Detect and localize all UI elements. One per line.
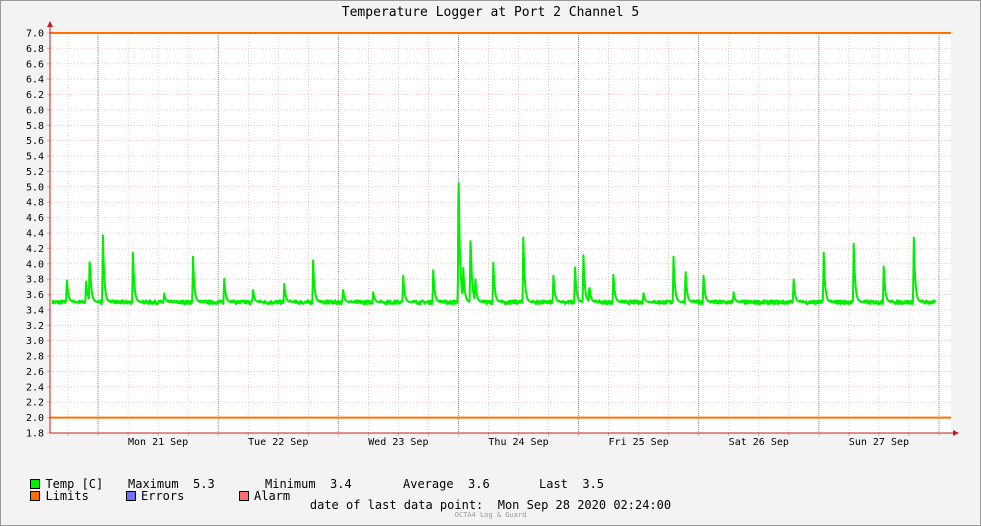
stat-average: Average 3.6 xyxy=(403,477,490,491)
x-tick-label: Sun 27 Sep xyxy=(849,437,909,448)
y-tick-label: 3.4 xyxy=(26,305,44,316)
x-tick-label: Fri 25 Sep xyxy=(609,437,669,448)
y-tick-label: 7.0 xyxy=(26,29,44,40)
y-tick-label: 5.6 xyxy=(26,136,44,147)
y-tick-label: 2.2 xyxy=(26,398,44,409)
last-data-point-value: Mon Sep 28 2020 02:24:00 xyxy=(497,498,672,512)
legend-swatch-alarm xyxy=(239,491,249,501)
y-tick-label: 3.8 xyxy=(26,275,44,286)
legend-row-temp: Temp [C] Maximum 5.3 Minimum 3.4 Average 3.… xyxy=(16,463,604,491)
legend-swatch-limits xyxy=(30,491,41,501)
y-tick-label: 6.8 xyxy=(26,44,44,55)
x-tick-label: Mon 21 Sep xyxy=(128,437,188,448)
stat-maximum-label: Maximum xyxy=(128,477,179,491)
y-tick-label: 4.2 xyxy=(26,244,44,255)
y-tick-label: 5.8 xyxy=(26,121,44,132)
brand-watermark: OCTA4 Log & Guard xyxy=(454,511,527,519)
plot-area: 7.0 6.8 6.6 6.4 6.2 6.0 5.8 5.6 5.4 5.2 5.0 4.8 4.6 4… xyxy=(26,21,959,448)
legend-alarm-label: Alarm xyxy=(254,489,291,503)
chart-title: Temperature Logger at Port 2 Channel 5 xyxy=(341,5,640,20)
y-tick-label: 4.0 xyxy=(26,259,44,270)
stat-minimum-value: 3.4 xyxy=(330,477,352,491)
y-tick-label: 5.0 xyxy=(26,182,44,193)
y-tick-label: 6.6 xyxy=(26,59,44,70)
y-tick-label: 3.2 xyxy=(26,321,44,332)
y-tick-label: 2.6 xyxy=(26,367,44,378)
stat-maximum-value: 5.3 xyxy=(193,477,215,491)
y-tick-label: 4.6 xyxy=(26,213,44,224)
stat-maximum: Maximum 5.3 xyxy=(128,477,215,491)
legend-row-status: Limits Errors Alarm xyxy=(16,475,290,503)
y-tick-label: 6.2 xyxy=(26,90,44,101)
y-tick-label: 3.0 xyxy=(26,336,44,347)
y-axis-arrow xyxy=(47,21,53,27)
x-axis-arrow xyxy=(953,430,959,436)
last-data-point-label: date of last data point: xyxy=(309,498,484,512)
stat-last-value: 3.5 xyxy=(582,477,605,491)
y-tick-label: 6.4 xyxy=(26,75,44,86)
stat-minimum-label: Minimum xyxy=(265,477,316,491)
x-tick-label: Tue 22 Sep xyxy=(248,437,308,448)
legend-alarm: Alarm xyxy=(239,489,290,503)
legend-errors: Errors xyxy=(126,489,184,503)
y-tick-label: 2.0 xyxy=(26,413,44,424)
temp-series-line xyxy=(51,182,936,306)
legend-swatch-errors xyxy=(126,491,136,501)
stat-last-label: Last xyxy=(539,477,568,491)
y-tick-label: 1.8 xyxy=(26,429,44,440)
y-tick-label: 4.8 xyxy=(26,198,44,209)
y-tick-label: 2.8 xyxy=(26,352,44,363)
y-tick-label: 5.2 xyxy=(26,167,44,178)
stat-last: Last 3.5 xyxy=(539,477,604,491)
stat-average-label: Average xyxy=(403,477,454,491)
y-tick-label: 6.0 xyxy=(26,105,44,116)
legend-limits: Limits xyxy=(30,489,89,503)
legend-temp-label: Temp [C] xyxy=(45,477,104,491)
y-tick-label: 2.4 xyxy=(26,382,44,393)
x-tick-label: Thu 24 Sep xyxy=(488,437,548,448)
legend-swatch-temp xyxy=(30,479,41,489)
stat-average-value: 3.6 xyxy=(468,477,490,491)
x-tick-label: Sat 26 Sep xyxy=(729,437,789,448)
stat-minimum: Minimum 3.4 xyxy=(265,477,352,491)
legend-temp: Temp [C] xyxy=(30,477,103,491)
x-tick-label: Wed 23 Sep xyxy=(368,437,428,448)
y-tick-label: 4.4 xyxy=(26,229,44,240)
legend-errors-label: Errors xyxy=(141,489,185,503)
y-tick-label: 3.6 xyxy=(26,290,44,301)
y-tick-label: 5.4 xyxy=(26,152,44,163)
last-data-point: date of last data point: Mon Sep 28 2020… xyxy=(0,498,981,512)
legend-limits-label: Limits xyxy=(45,489,89,503)
